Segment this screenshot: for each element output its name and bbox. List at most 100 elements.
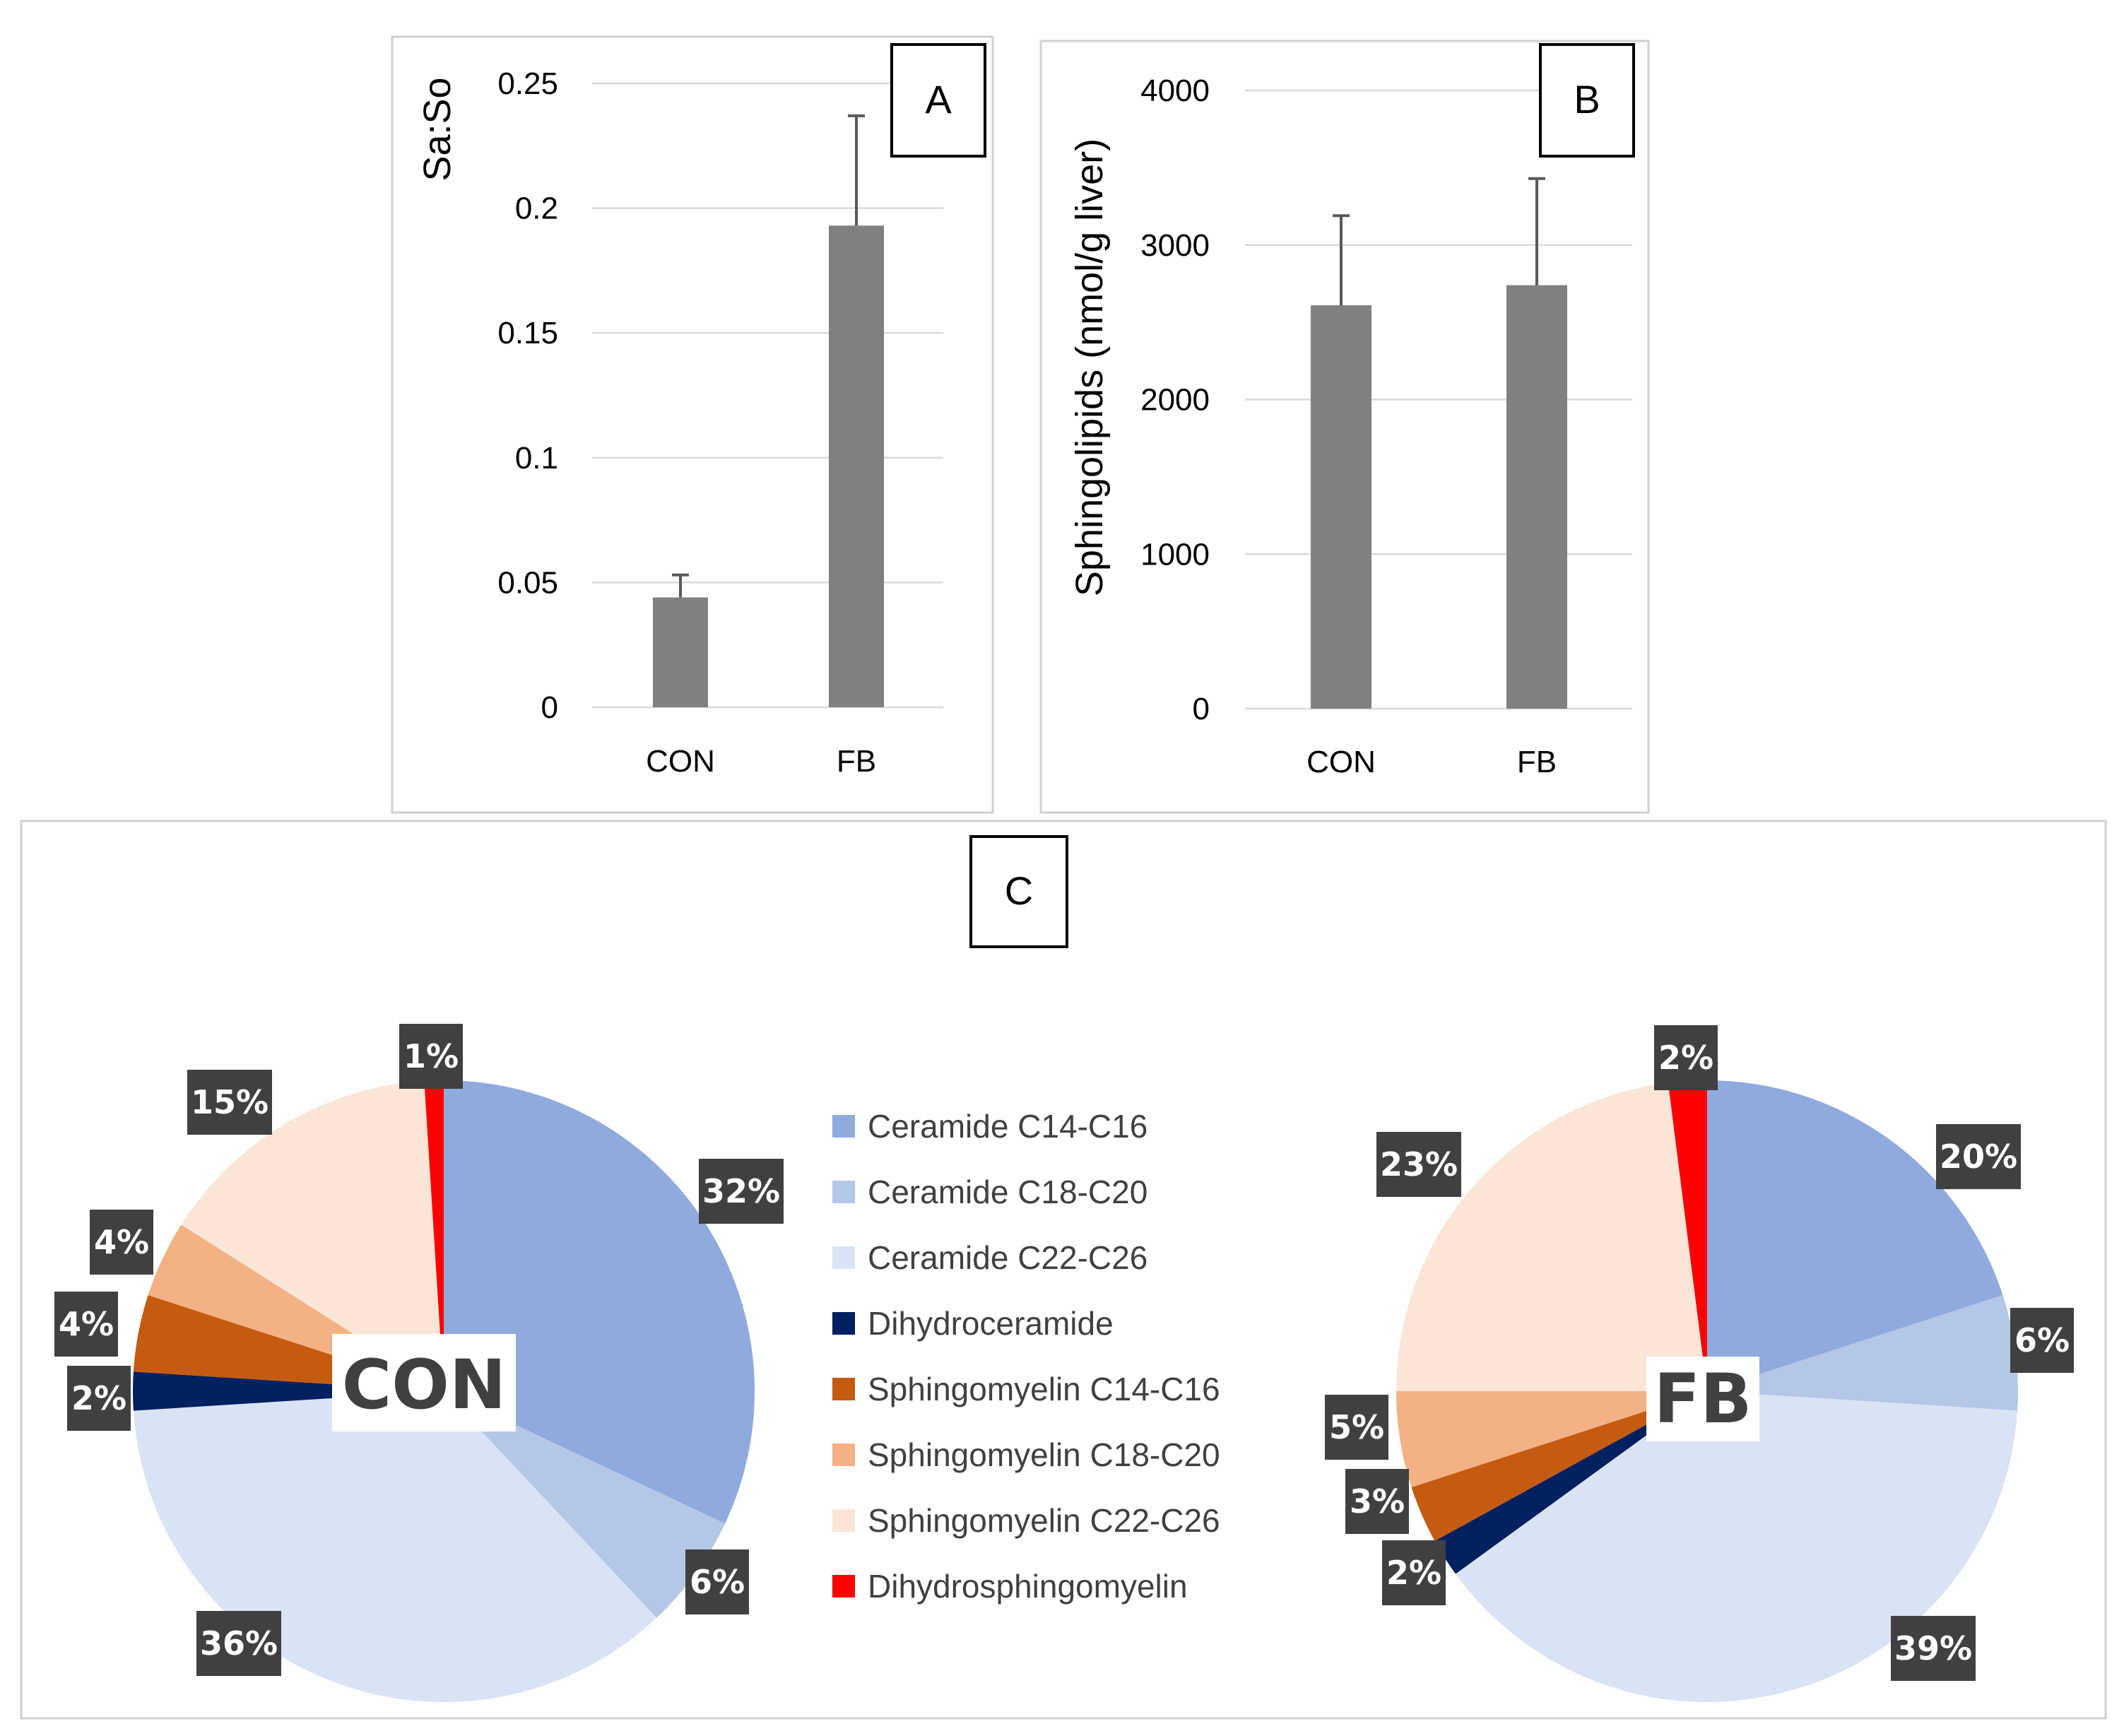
panel-b: 0 1000 2000 3000 4000 CON FB Sphingolipids (n… bbox=[1039, 40, 1650, 814]
panel-b-letter: B bbox=[1574, 77, 1600, 122]
slice-label: 6% bbox=[690, 1563, 745, 1601]
pie-slice-sphingomyelin-c22-c26 bbox=[1396, 1082, 1707, 1391]
pie-slice-sphingomyelin-c18-c20 bbox=[1396, 1391, 1707, 1487]
pie-name-box bbox=[1646, 1357, 1759, 1441]
bar-fb bbox=[1506, 285, 1567, 709]
slice-label: 2% bbox=[1386, 1554, 1441, 1592]
legend-swatch bbox=[832, 1115, 855, 1138]
y-tick-label: 0.15 bbox=[497, 316, 558, 350]
pie-slice-sphingomyelin-c14-c16 bbox=[1411, 1391, 1707, 1541]
slice-label-box bbox=[1345, 1469, 1409, 1534]
panel-a-x-ticks: CON FB bbox=[646, 744, 876, 779]
pie-slice-ceramide-c14-c16 bbox=[1707, 1080, 2003, 1391]
slice-label-box bbox=[1891, 1616, 1976, 1681]
slice-label-box bbox=[2010, 1308, 2074, 1373]
slice-label-box bbox=[685, 1549, 749, 1614]
legend-label: Dihydroceramide bbox=[868, 1305, 1114, 1342]
pie-slice-dihydrosphingomyelin bbox=[424, 1080, 444, 1391]
y-tick-label: 1000 bbox=[1140, 537, 1210, 572]
bar-con bbox=[1311, 305, 1371, 709]
legend-label: Ceramide C14-C16 bbox=[868, 1108, 1147, 1145]
panel-a-bars bbox=[653, 225, 884, 708]
panel-c-letter-box bbox=[969, 835, 1068, 948]
panel-a-y-ticks: 0 0.05 0.1 0.15 0.2 0.25 bbox=[497, 66, 558, 725]
slice-label: 39% bbox=[1894, 1629, 1972, 1667]
panel-c-letter: C bbox=[1005, 868, 1033, 913]
legend-label: Sphingomyelin C18-C20 bbox=[868, 1436, 1220, 1473]
pie-slice-ceramide-c18-c20 bbox=[1707, 1295, 2018, 1411]
slice-label-box bbox=[1936, 1124, 2021, 1189]
slice-label-box bbox=[1654, 1025, 1718, 1090]
slice-label-box bbox=[187, 1070, 272, 1135]
panel-b-gridlines bbox=[1245, 89, 1632, 710]
panel-a-gridlines bbox=[592, 82, 943, 709]
legend-swatch bbox=[832, 1443, 855, 1466]
slice-label: 23% bbox=[1380, 1145, 1458, 1183]
y-tick-label: 0 bbox=[541, 690, 558, 725]
pie-name-fb: FB bbox=[1654, 1359, 1752, 1439]
slice-label: 15% bbox=[191, 1083, 269, 1121]
x-tick-label-con: CON bbox=[646, 744, 715, 779]
slice-label-box bbox=[196, 1611, 281, 1676]
slice-label-box bbox=[399, 1024, 463, 1089]
panel-b-letter-box bbox=[1539, 43, 1635, 158]
slice-label-box bbox=[54, 1292, 118, 1357]
legend-swatch bbox=[832, 1181, 855, 1203]
slice-label-box bbox=[699, 1159, 784, 1224]
legend-swatch bbox=[832, 1575, 855, 1598]
y-tick-label: 3000 bbox=[1140, 228, 1210, 263]
y-tick-label: 2000 bbox=[1140, 383, 1210, 418]
x-tick-label-con: CON bbox=[1306, 745, 1376, 779]
pie-slice-ceramide-c22-c26 bbox=[1456, 1391, 2018, 1703]
panel-c: C 32%6%36%2%4%4%15%1%CON 20%6%39%2%3%5%2… bbox=[20, 820, 2107, 1720]
pie-fb: 20% 6% 39% 2% 3% 5% 23% 2% FB bbox=[1325, 1025, 2074, 1703]
slice-label: 2% bbox=[1658, 1039, 1713, 1077]
bar-con bbox=[653, 597, 708, 707]
panel-a-letter-box bbox=[890, 43, 986, 158]
pie-name-box bbox=[332, 1334, 516, 1431]
slice-label: 20% bbox=[1940, 1138, 2017, 1176]
slice-label-box bbox=[67, 1366, 131, 1431]
slice-label: 32% bbox=[702, 1172, 780, 1210]
x-tick-label-fb: FB bbox=[837, 744, 876, 779]
pie-legend: Ceramide C14-C16 Ceramide C18-C20 Ceramide… bbox=[832, 1108, 1220, 1605]
slice-label: 6% bbox=[2014, 1321, 2070, 1359]
panel-b-x-ticks: CON FB bbox=[1306, 745, 1557, 779]
pie-slice-ceramide-c14-c16 bbox=[444, 1080, 755, 1524]
slice-label-box bbox=[90, 1210, 153, 1275]
y-tick-label: 0.25 bbox=[497, 66, 558, 101]
slice-label: 1% bbox=[403, 1037, 459, 1075]
pie-con: 32% 6% 36% 2% 4% 4% 15% 1% CON bbox=[54, 1024, 784, 1702]
panel-b-error-bars bbox=[1333, 177, 1545, 306]
y-tick-label: 0.1 bbox=[515, 441, 558, 476]
slice-label-box bbox=[1325, 1395, 1388, 1460]
pie-name-con: CON bbox=[342, 1345, 506, 1424]
legend-label: Sphingomyelin C22-C26 bbox=[868, 1502, 1220, 1539]
y-tick-label: 0.2 bbox=[515, 191, 558, 226]
pie-slice-ceramide-c18-c20 bbox=[444, 1391, 726, 1618]
y-tick-label: 0.05 bbox=[497, 565, 558, 600]
legend-swatch bbox=[832, 1378, 855, 1400]
legend-swatch bbox=[832, 1509, 855, 1532]
slice-label: 4% bbox=[94, 1223, 149, 1261]
panel-b-y-axis-title: Sphingolipids (nmol/g liver) bbox=[1068, 138, 1111, 596]
bar-fb bbox=[829, 225, 884, 708]
slice-label-box bbox=[1376, 1132, 1461, 1197]
slice-label: 4% bbox=[59, 1305, 114, 1343]
y-tick-label: 0 bbox=[1193, 692, 1210, 726]
panel-a-letter: A bbox=[925, 77, 952, 122]
pie-slice-dihydrosphingomyelin bbox=[1668, 1080, 1707, 1391]
legend-label: Ceramide C22-C26 bbox=[868, 1239, 1147, 1276]
panel-a-y-axis-title: Sa:So bbox=[416, 77, 459, 181]
panel-a: 0 0.05 0.1 0.15 0.2 0.25 CON FB Sa:So A bbox=[391, 35, 994, 814]
pie-slice-sphingomyelin-c22-c26 bbox=[181, 1080, 444, 1391]
pie-slice-dihydroceramide bbox=[132, 1371, 444, 1411]
slice-label: 2% bbox=[71, 1379, 126, 1417]
legend-swatch bbox=[832, 1246, 855, 1269]
x-tick-label-fb: FB bbox=[1517, 745, 1557, 779]
legend-label: Sphingomyelin C14-C16 bbox=[868, 1371, 1220, 1407]
legend-label: Ceramide C18-C20 bbox=[868, 1174, 1147, 1210]
slice-label-box bbox=[1382, 1540, 1446, 1605]
slice-label: 36% bbox=[200, 1624, 278, 1663]
